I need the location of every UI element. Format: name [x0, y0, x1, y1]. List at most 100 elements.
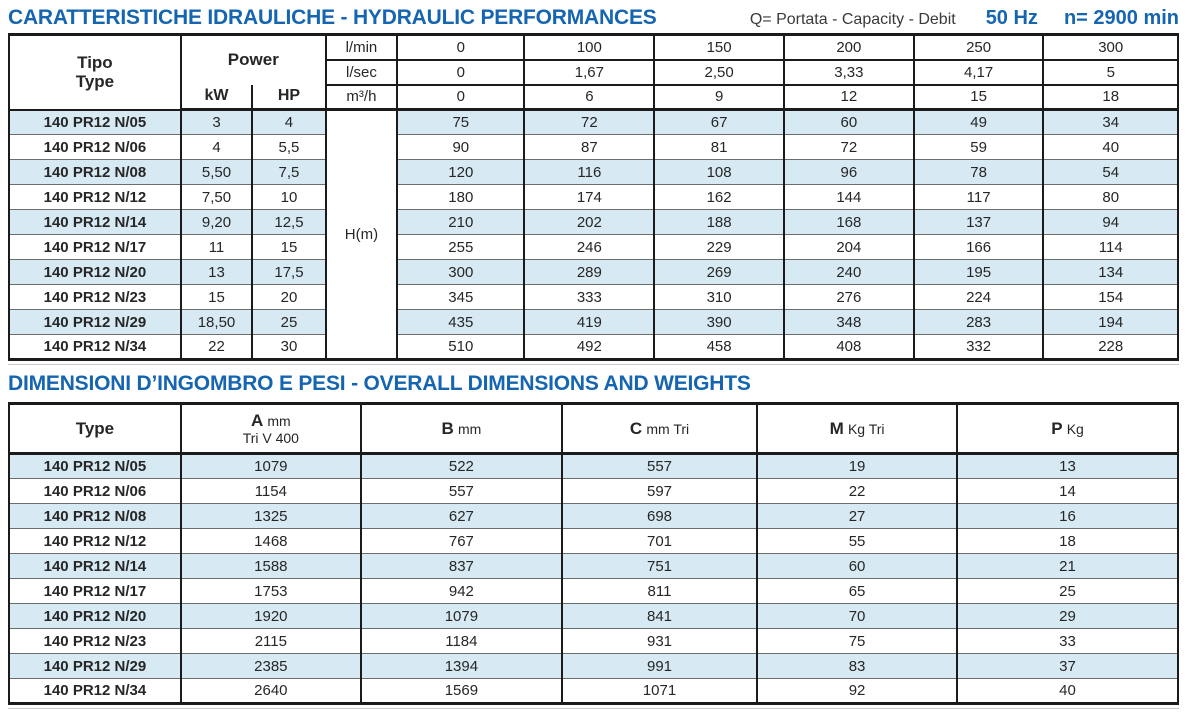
head-value-cell: 87 — [523, 134, 656, 160]
head-value-cell: 120 — [396, 159, 526, 185]
head-value-cell: 108 — [653, 159, 785, 185]
head-value-cell: 134 — [1042, 259, 1179, 285]
dimension-value-cell: 33 — [956, 628, 1179, 654]
dimension-value-cell: 18 — [956, 528, 1179, 554]
col-header-power: Power — [180, 34, 327, 85]
flow-value-cell: 0 — [396, 59, 526, 86]
dimension-value-cell: 1071 — [560, 678, 759, 704]
pump-type-cell: 140 PR12 N/34 — [9, 678, 182, 704]
head-value-cell: 144 — [782, 184, 915, 210]
hp-cell: 30 — [252, 334, 327, 360]
kw-cell: 22 — [180, 334, 254, 360]
head-value-cell: 174 — [523, 184, 656, 210]
kw-cell: 11 — [180, 234, 254, 260]
dimension-value-cell: 701 — [560, 528, 759, 554]
head-value-cell: 54 — [1042, 159, 1179, 185]
head-value-cell: 162 — [653, 184, 785, 210]
col-header-tipo: Tipo — [77, 52, 113, 72]
dimension-value-cell: 65 — [756, 578, 959, 604]
speed-label: n= 2900 min — [1063, 7, 1179, 29]
dimension-value-cell: 40 — [956, 678, 1179, 704]
head-value-cell: 166 — [912, 234, 1045, 260]
dimensions-row: 140 PR12 N/14 1588 837 751 60 21 — [9, 553, 1179, 579]
dimension-value-cell: 60 — [756, 553, 959, 579]
head-value-cell: 458 — [653, 334, 785, 360]
dimension-value-cell: 14 — [956, 478, 1179, 504]
head-value-cell: 188 — [653, 209, 785, 235]
hydraulic-row: 140 PR12 N/12 7,50 10 180 174 162 144 117 80 — [9, 184, 1179, 210]
pump-type-cell: 140 PR12 N/23 — [9, 284, 182, 310]
hydraulic-row: 140 PR12 N/34 22 30 510 492 458 408 332 228 — [9, 334, 1179, 360]
dimension-value-cell: 1154 — [179, 478, 362, 504]
head-value-cell: 492 — [523, 334, 656, 360]
head-value-cell: 289 — [523, 259, 656, 285]
pump-type-cell: 140 PR12 N/20 — [9, 603, 182, 629]
head-value-cell: 332 — [912, 334, 1045, 360]
dimension-value-cell: 751 — [560, 553, 759, 579]
pump-type-cell: 140 PR12 N/17 — [9, 234, 182, 260]
kw-cell: 7,50 — [180, 184, 254, 210]
flow-value-cell: 2,50 — [653, 59, 785, 86]
col-header-tipo-type: Tipo Type — [9, 34, 182, 111]
flow-value-cell: 12 — [782, 84, 915, 111]
dimension-letter: A — [250, 411, 264, 431]
head-value-cell: 333 — [523, 284, 656, 310]
dimension-value-cell: 942 — [359, 578, 563, 604]
kw-cell: 3 — [180, 109, 254, 135]
hp-cell: 7,5 — [252, 159, 327, 185]
dimension-unit: mm — [267, 413, 291, 430]
head-value-cell: 240 — [782, 259, 915, 285]
dimension-value-cell: 83 — [756, 653, 959, 679]
head-unit-cell: H(m) — [324, 109, 399, 360]
dimension-col-header: M Kg Tri — [756, 403, 959, 455]
dimension-value-cell: 1079 — [179, 453, 362, 479]
col-header-kw: kW — [180, 84, 254, 111]
head-value-cell: 228 — [1042, 334, 1179, 360]
pump-type-cell: 140 PR12 N/14 — [9, 209, 182, 235]
hydraulic-table: Tipo Type Power l/min 0 100 150 200 250 300 l/… — [8, 33, 1179, 361]
head-value-cell: 114 — [1042, 234, 1179, 260]
head-value-cell: 224 — [912, 284, 1045, 310]
dimension-value-cell: 841 — [560, 603, 759, 629]
pump-type-cell: 140 PR12 N/08 — [9, 503, 182, 529]
dimension-value-cell: 1569 — [359, 678, 563, 704]
flow-value-cell: 150 — [653, 34, 785, 61]
dimension-value-cell: 75 — [756, 628, 959, 654]
hp-cell: 12,5 — [252, 209, 327, 235]
kw-cell: 5,50 — [180, 159, 254, 185]
kw-cell: 18,50 — [180, 309, 254, 335]
kw-cell: 4 — [180, 134, 254, 160]
dimension-col-label: A mm — [182, 411, 360, 431]
dimension-value-cell: 1394 — [359, 653, 563, 679]
head-value-cell: 116 — [523, 159, 656, 185]
head-value-cell: 276 — [782, 284, 915, 310]
head-value-cell: 78 — [912, 159, 1045, 185]
dimension-value-cell: 2385 — [179, 653, 362, 679]
hydraulic-table-head: Tipo Type Power l/min 0 100 150 200 250 300 l/… — [9, 34, 1179, 111]
dimension-value-cell: 767 — [359, 528, 563, 554]
dimension-value-cell: 21 — [956, 553, 1179, 579]
dimension-value-cell: 27 — [756, 503, 959, 529]
head-value-cell: 49 — [912, 109, 1045, 135]
pump-type-cell: 140 PR12 N/23 — [9, 628, 182, 654]
dimensions-table-head: Type A mm Tri V 400 B mm C mm Tri M Kg Tri P … — [9, 403, 1179, 455]
dimension-value-cell: 2115 — [179, 628, 362, 654]
pump-type-cell: 140 PR12 N/20 — [9, 259, 182, 285]
dimension-value-cell: 1920 — [179, 603, 362, 629]
dimension-col-header: B mm — [359, 403, 563, 455]
dimensions-table-body: 140 PR12 N/05 1079 522 557 19 13 140 PR12 N/06… — [9, 453, 1179, 704]
dimension-value-cell: 811 — [560, 578, 759, 604]
flow-unit-cell: l/sec — [324, 59, 399, 86]
hp-cell: 5,5 — [252, 134, 327, 160]
dimension-value-cell: 22 — [756, 478, 959, 504]
head-value-cell: 168 — [782, 209, 915, 235]
head-value-cell: 75 — [396, 109, 526, 135]
flow-value-cell: 4,17 — [912, 59, 1045, 86]
dimension-value-cell: 522 — [359, 453, 563, 479]
dimensions-row: 140 PR12 N/29 2385 1394 991 83 37 — [9, 653, 1179, 679]
head-value-cell: 246 — [523, 234, 656, 260]
hydraulic-row: 140 PR12 N/14 9,20 12,5 210 202 188 168 137 94 — [9, 209, 1179, 235]
dimension-col-header: C mm Tri — [560, 403, 759, 455]
dimension-sub-label: Tri V 400 — [242, 430, 299, 447]
dimension-value-cell: 698 — [560, 503, 759, 529]
